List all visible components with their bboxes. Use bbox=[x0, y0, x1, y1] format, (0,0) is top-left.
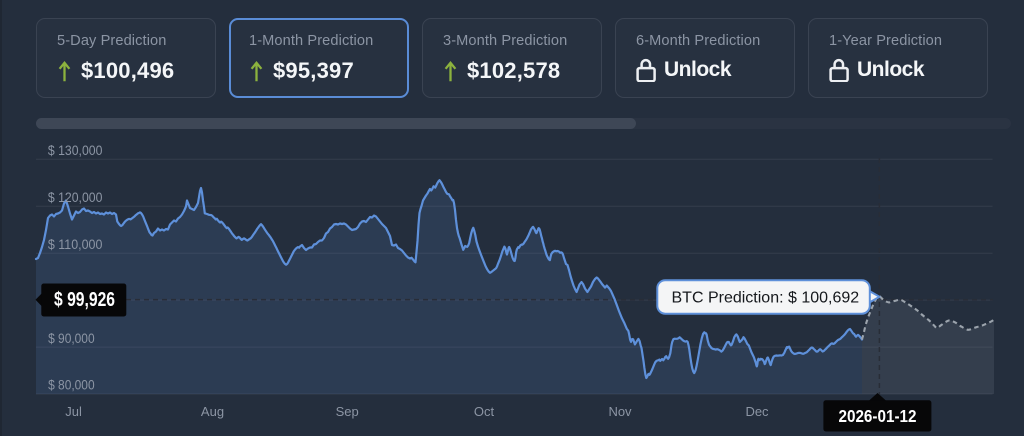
svg-text:$ 99,926: $ 99,926 bbox=[54, 289, 115, 311]
svg-text:Jul: Jul bbox=[65, 404, 82, 419]
svg-text:$ 120,000: $ 120,000 bbox=[48, 190, 103, 205]
svg-text:$ 80,000: $ 80,000 bbox=[48, 378, 95, 393]
svg-text:Dec: Dec bbox=[745, 404, 769, 419]
svg-text:BTC Prediction: $ 100,692: BTC Prediction: $ 100,692 bbox=[672, 290, 860, 307]
svg-text:$ 110,000: $ 110,000 bbox=[48, 237, 103, 252]
svg-text:2026-01-12: 2026-01-12 bbox=[839, 406, 917, 426]
svg-text:Oct: Oct bbox=[474, 404, 495, 419]
svg-text:Nov: Nov bbox=[608, 404, 632, 419]
svg-text:$ 90,000: $ 90,000 bbox=[48, 331, 95, 346]
svg-text:Aug: Aug bbox=[201, 404, 224, 419]
svg-text:$ 130,000: $ 130,000 bbox=[48, 143, 103, 158]
svg-text:Sep: Sep bbox=[336, 404, 359, 419]
